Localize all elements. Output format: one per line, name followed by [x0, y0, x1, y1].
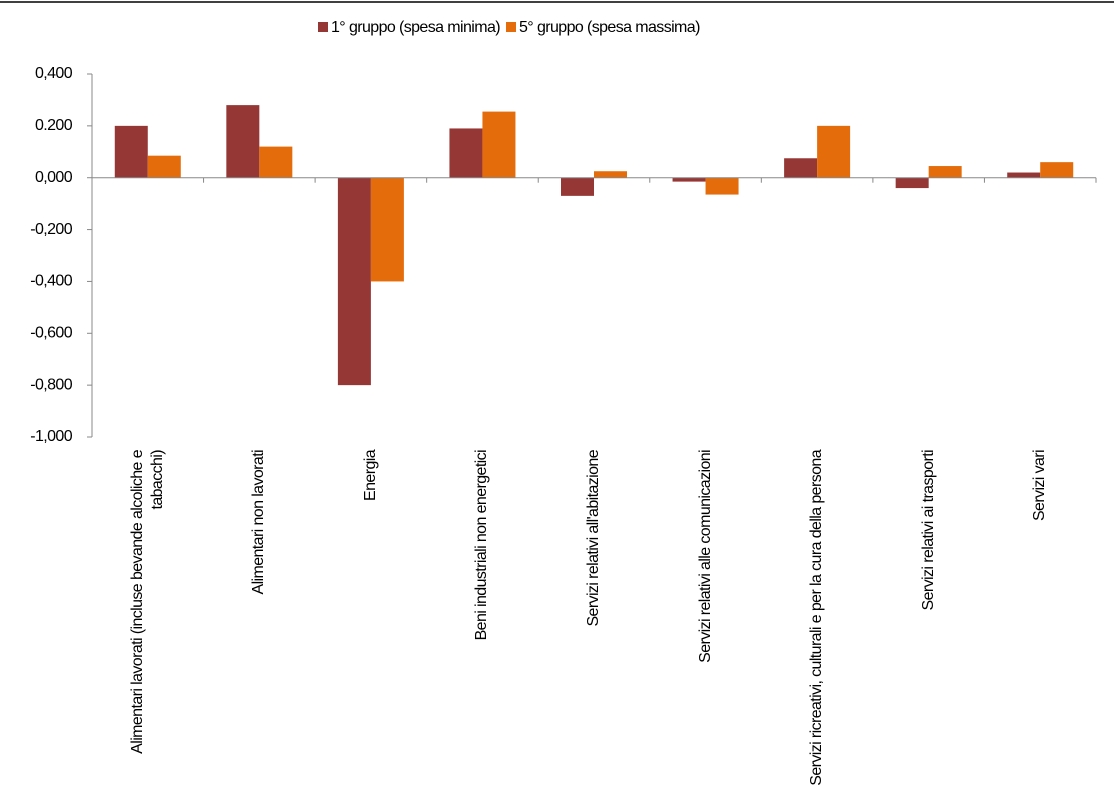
x-tick-label: Servizi relativi ai trasporti [919, 450, 937, 611]
bar [594, 171, 627, 178]
bar [226, 105, 260, 178]
bar [370, 177, 404, 282]
legend-swatch [318, 22, 328, 32]
bar [928, 166, 962, 178]
x-tick-label: Energia [361, 450, 379, 501]
bar [672, 177, 706, 182]
legend-label: 1° gruppo (spesa minima) [331, 19, 500, 36]
x-tick-label: Servizi ricreativi, culturali e per la c… [808, 450, 826, 786]
legend-swatch [506, 22, 516, 32]
bar [784, 158, 818, 178]
x-tick-label: Beni industriali non energetici [473, 450, 491, 641]
bar [1040, 162, 1074, 178]
y-tick-label: 0,400 [35, 65, 73, 82]
x-tick-label: Alimentari lavorati (incluse bevande alc… [128, 450, 166, 754]
bar [482, 111, 516, 178]
y-tick-label: -0,800 [30, 376, 72, 393]
y-tick-label: -0,600 [30, 325, 72, 342]
bar [449, 128, 483, 178]
y-tick-label: -0,200 [30, 221, 72, 238]
y-tick-label: -1,000 [30, 428, 72, 445]
bar [705, 177, 739, 195]
bar [337, 177, 371, 386]
bar [147, 155, 181, 178]
bar [114, 125, 148, 178]
bar [259, 146, 293, 178]
x-tick-label: Alimentari non lavorati [250, 450, 268, 595]
y-tick-label: 0,000 [35, 169, 73, 186]
bar [817, 125, 851, 178]
y-tick-label: 0.200 [35, 117, 73, 134]
x-tick-label: Servizi vari [1031, 450, 1049, 522]
bar [1007, 172, 1041, 178]
legend-label: 5° gruppo (spesa massima) [519, 19, 700, 36]
y-tick-label: -0,400 [30, 273, 72, 290]
bar [895, 177, 929, 189]
x-tick-label: Servizi relativi all'abitazione [585, 450, 602, 627]
x-tick-label: Servizi relativi alle comunicazioni [696, 450, 714, 663]
bar [561, 177, 594, 196]
